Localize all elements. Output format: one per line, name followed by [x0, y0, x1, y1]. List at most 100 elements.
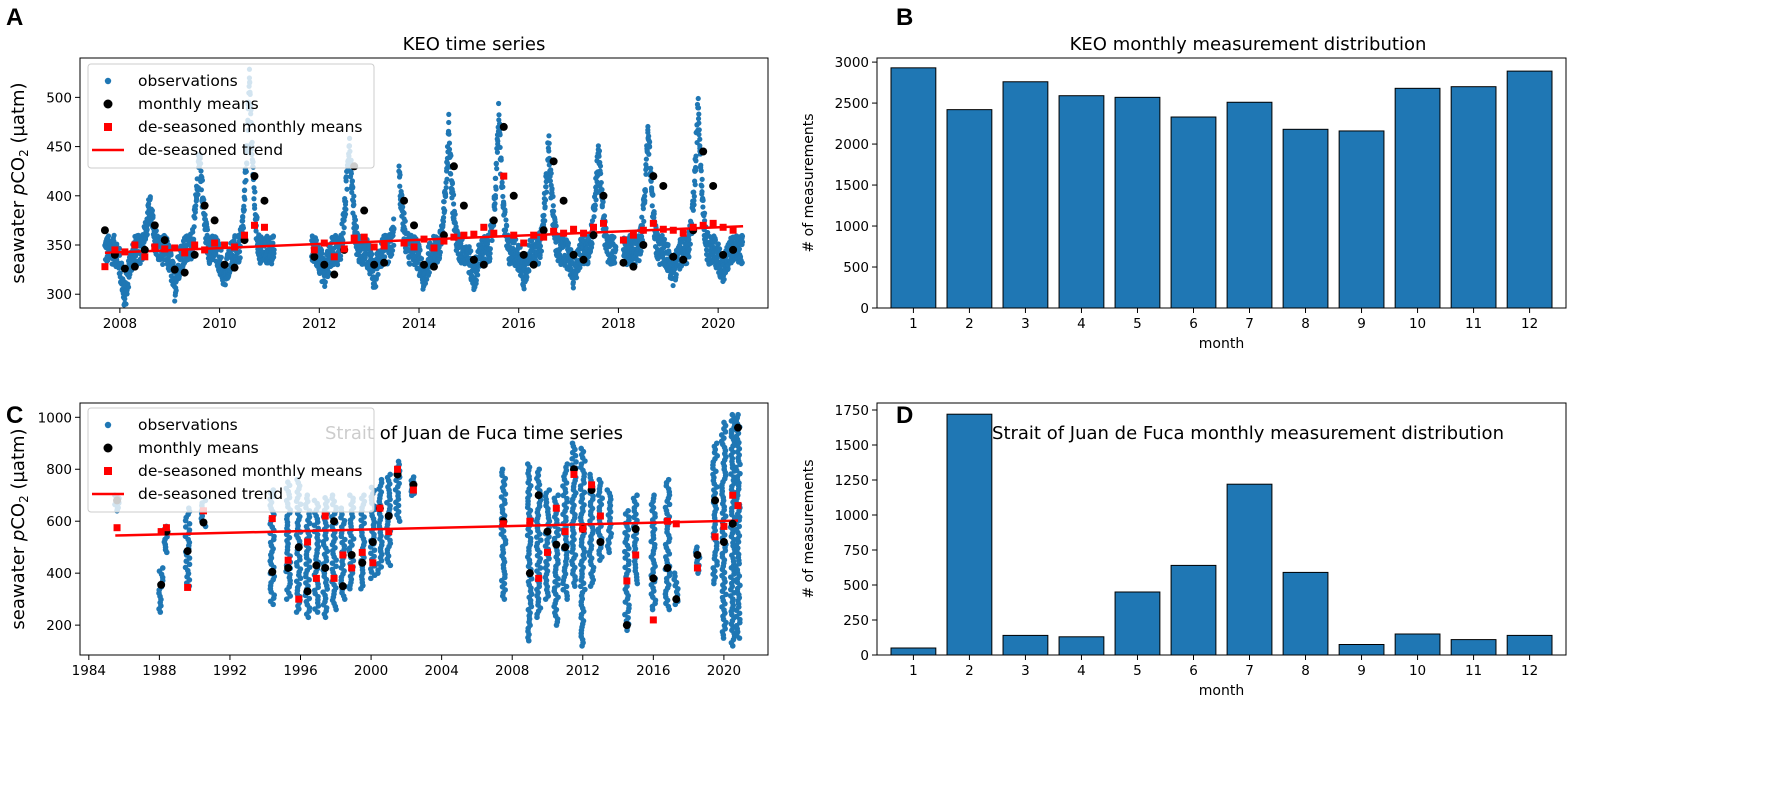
deseasoned-point	[490, 229, 498, 237]
deseasoned-point	[711, 533, 719, 541]
observation-point	[373, 283, 379, 290]
y-tick-label: 250	[843, 613, 869, 629]
x-tick-label: 4	[1077, 316, 1086, 332]
observation-point	[199, 177, 206, 183]
legend-box	[87, 407, 375, 513]
monthly-mean-point	[284, 563, 293, 572]
monthly-mean-point	[320, 260, 329, 269]
monthly-mean-point	[719, 250, 728, 259]
observation-point	[124, 291, 130, 297]
y-tick-label: 0	[860, 648, 869, 664]
observation-point	[549, 186, 555, 192]
observation-point	[587, 249, 593, 255]
observation-point	[176, 274, 182, 281]
x-tick-label: 3	[1021, 316, 1030, 332]
observation-point	[313, 237, 319, 244]
observation-point	[721, 276, 727, 282]
observation-point	[604, 487, 611, 493]
deseasoned-point	[729, 491, 737, 499]
monthly-mean-point	[439, 231, 448, 240]
legend-marker-monthly-means	[103, 443, 113, 453]
x-tick-label: 7	[1245, 663, 1254, 679]
bar-month-5	[1114, 591, 1161, 656]
monthly-mean-point	[489, 216, 498, 225]
observation-point	[721, 419, 727, 426]
observation-point	[424, 276, 430, 282]
observation-point	[501, 202, 507, 208]
observation-point	[503, 217, 509, 223]
observation-point	[613, 244, 619, 250]
bar-month-8	[1282, 571, 1329, 656]
y-tick-label: 3000	[835, 55, 869, 71]
deseasoned-point	[560, 229, 568, 237]
monthly-mean-point	[669, 252, 678, 261]
observation-point	[343, 178, 349, 184]
x-tick-label: 1984	[72, 663, 106, 679]
observation-point	[218, 254, 224, 260]
y-tick-label: 1000	[38, 410, 72, 426]
monthly-mean-point	[140, 245, 149, 254]
deseasoned-point	[649, 616, 657, 624]
deseasoned-point	[500, 172, 508, 180]
deseasoned-point	[141, 253, 149, 261]
monthly-mean-point	[157, 580, 166, 589]
observation-point	[426, 269, 432, 276]
monthly-mean-point	[210, 216, 219, 225]
deseasoned-point	[113, 524, 121, 532]
observation-point	[375, 271, 381, 278]
bar-month-7	[1226, 483, 1273, 656]
monthly-mean-point	[183, 547, 192, 556]
monthly-mean-point	[543, 527, 552, 536]
observation-point	[146, 201, 152, 207]
plot-frame	[79, 57, 769, 309]
deseasoned-point	[520, 239, 528, 247]
observation-point	[694, 544, 700, 550]
deseasoned-point	[669, 226, 677, 234]
observation-point	[665, 242, 671, 248]
observation-point	[338, 256, 344, 262]
observation-point	[634, 492, 640, 499]
observation-point	[448, 153, 454, 159]
observation-point	[611, 254, 617, 261]
observation-point	[563, 583, 570, 590]
y-axis-label: seawater pCO2 (µatm)	[8, 428, 31, 629]
bar-month-8	[1282, 128, 1329, 309]
panel-letter-b: B	[896, 4, 913, 31]
monthly-mean-point	[479, 260, 488, 269]
observation-point	[306, 595, 313, 602]
observation-point	[547, 178, 553, 184]
x-tick-label: 2012	[302, 316, 336, 332]
x-tick-label: 2010	[202, 316, 236, 332]
x-tick-label: 1988	[142, 663, 176, 679]
deseasoned-point	[579, 525, 587, 533]
observation-point	[494, 149, 501, 155]
deseasoned-point	[709, 219, 717, 227]
bar-month-12	[1506, 634, 1553, 656]
observation-point	[697, 143, 703, 149]
observation-point	[647, 139, 653, 145]
deseasoned-point	[460, 231, 468, 239]
observation-point	[492, 206, 498, 212]
observation-point	[440, 214, 447, 221]
monthly-mean-point	[358, 558, 367, 567]
y-axis-label: # of measurements	[801, 459, 817, 598]
deseasoned-point	[526, 517, 534, 525]
observation-point	[492, 192, 499, 199]
observation-point	[521, 286, 527, 292]
observation-point	[695, 105, 702, 111]
deseasoned-point	[550, 227, 558, 235]
panel-letter-d: D	[896, 402, 913, 429]
monthly-means-series	[100, 122, 738, 279]
deseasoned-point	[111, 246, 119, 254]
observation-point	[451, 201, 457, 207]
y-tick-label: 750	[843, 543, 869, 559]
observation-point	[389, 251, 395, 258]
observation-point	[695, 116, 702, 122]
observation-point	[118, 260, 125, 266]
legend-marker-observations	[104, 77, 112, 85]
x-tick-label: 2018	[601, 316, 635, 332]
monthly-mean-point	[459, 201, 468, 210]
observation-point	[639, 214, 645, 220]
monthly-mean-point	[180, 268, 189, 277]
y-tick-label: 0	[860, 301, 869, 317]
